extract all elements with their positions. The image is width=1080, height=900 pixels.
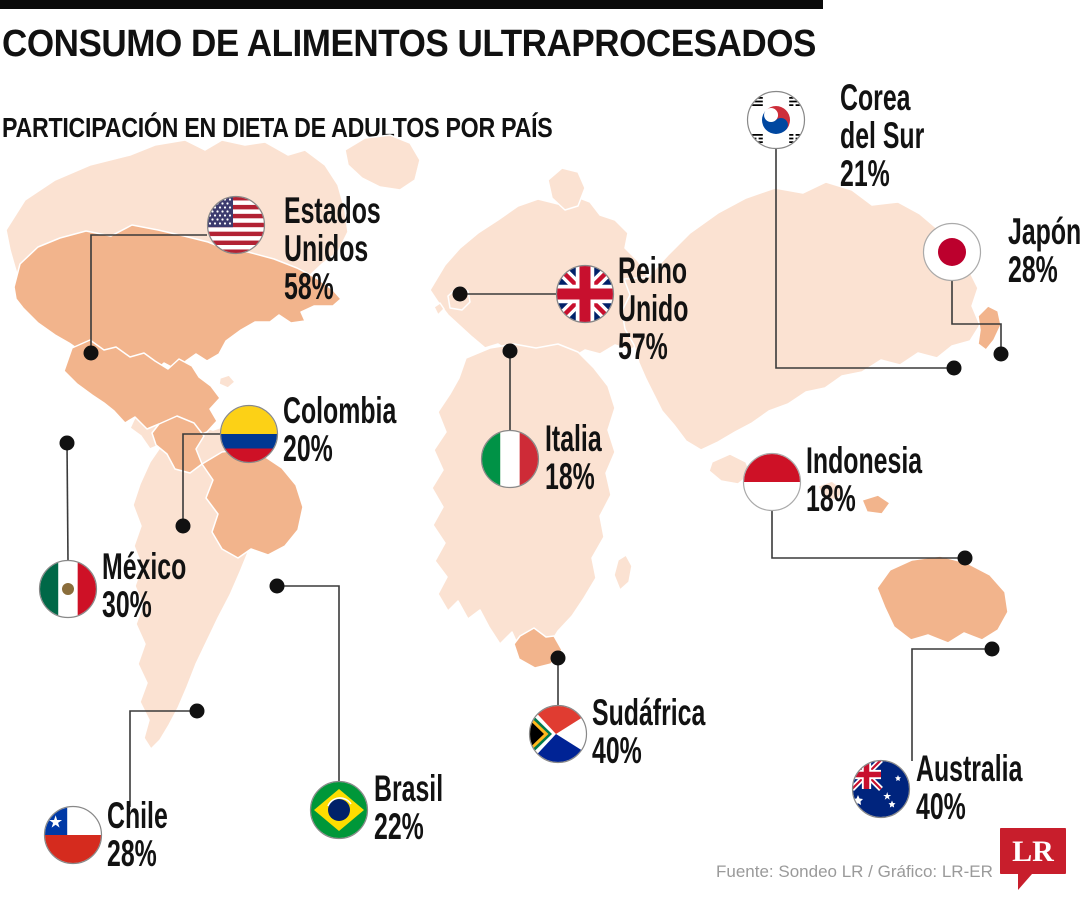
svg-text:LR: LR: [1012, 835, 1054, 868]
